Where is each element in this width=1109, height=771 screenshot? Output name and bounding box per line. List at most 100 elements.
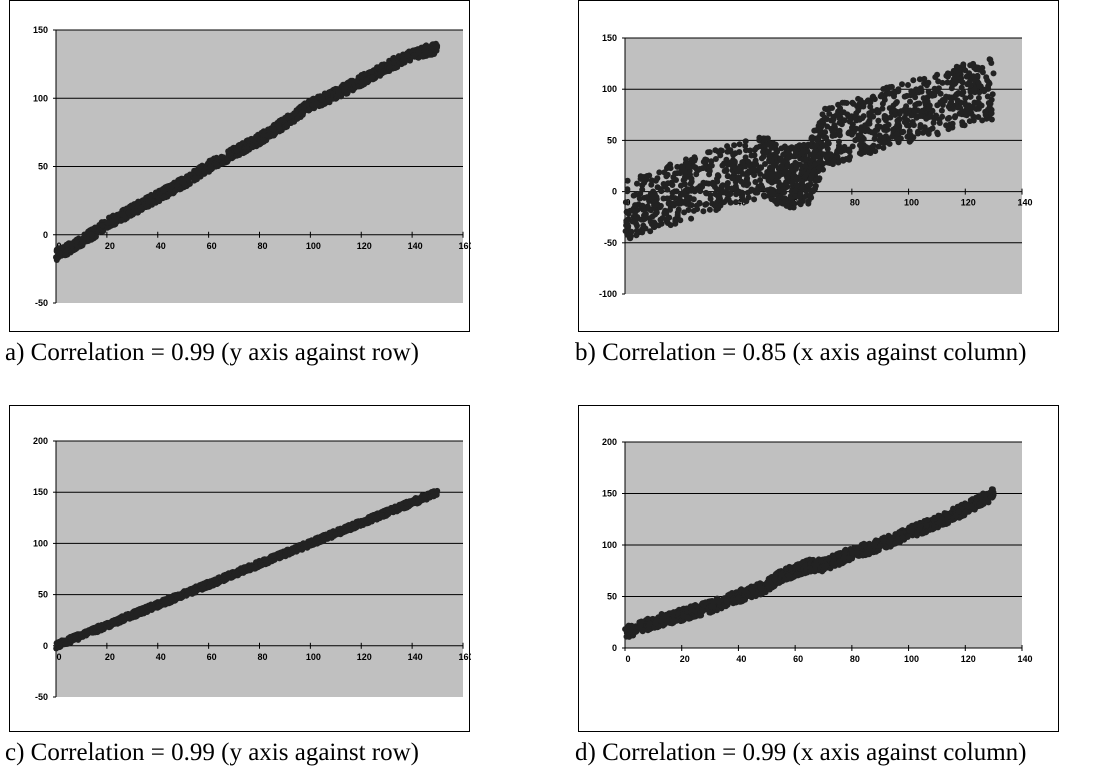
data-point: [213, 161, 220, 168]
data-point: [118, 217, 125, 224]
data-point: [667, 206, 673, 213]
data-point: [433, 44, 440, 51]
data-point: [191, 587, 198, 594]
data-point: [800, 141, 807, 148]
data-point: [318, 102, 325, 109]
x-tick-label: 140: [1017, 198, 1032, 208]
data-point: [72, 634, 79, 641]
y-tick-label: 100: [602, 540, 617, 550]
data-point: [764, 141, 770, 148]
y-tick-label: 0: [43, 641, 48, 651]
data-point: [715, 205, 722, 212]
data-point: [959, 79, 966, 86]
data-point: [362, 516, 369, 523]
data-point: [68, 247, 75, 254]
data-point: [973, 106, 980, 112]
data-point: [745, 194, 752, 201]
data-point: [821, 114, 828, 121]
scatter-points: [53, 487, 441, 652]
data-point: [816, 126, 823, 133]
data-point: [201, 167, 208, 174]
data-point: [708, 603, 715, 610]
data-point: [843, 100, 850, 106]
data-point: [650, 219, 657, 226]
data-point: [945, 126, 952, 133]
data-point: [875, 117, 882, 124]
data-point: [270, 126, 277, 133]
data-point: [404, 52, 411, 59]
data-point: [824, 138, 831, 145]
data-point: [670, 200, 677, 207]
data-point: [829, 132, 836, 139]
data-point: [887, 114, 894, 121]
data-point: [694, 185, 701, 192]
data-point: [910, 122, 917, 129]
data-point: [400, 56, 407, 63]
data-point: [693, 202, 700, 209]
data-point: [982, 111, 989, 118]
x-tick-label: 140: [408, 652, 423, 662]
data-point: [703, 157, 710, 163]
data-point: [707, 195, 714, 202]
data-point: [628, 228, 635, 235]
data-point: [233, 152, 240, 159]
data-point: [742, 163, 749, 170]
data-point: [984, 77, 991, 84]
data-point: [218, 153, 225, 160]
data-point: [659, 615, 666, 622]
data-point: [802, 156, 809, 162]
data-point: [947, 121, 954, 128]
data-point: [894, 118, 901, 125]
data-point: [911, 107, 918, 114]
data-point: [658, 220, 665, 227]
data-point: [810, 168, 817, 175]
data-point: [948, 94, 955, 101]
y-tick-label: -100: [599, 289, 617, 299]
data-point: [664, 618, 671, 625]
data-point: [939, 79, 946, 86]
data-point: [764, 580, 771, 587]
data-point: [409, 498, 416, 505]
data-point: [161, 193, 167, 200]
data-point: [373, 514, 380, 521]
data-point: [663, 210, 670, 217]
data-point: [689, 185, 696, 192]
data-point: [970, 73, 977, 80]
data-point: [104, 619, 111, 626]
data-point: [970, 117, 977, 124]
data-point: [739, 597, 746, 604]
data-point: [792, 159, 799, 166]
data-point: [754, 189, 761, 196]
data-point: [639, 229, 646, 236]
x-tick-label: 20: [680, 654, 690, 664]
data-point: [729, 175, 736, 182]
data-point: [866, 117, 873, 124]
data-point: [908, 137, 914, 144]
data-point: [795, 571, 802, 578]
scatter-chart-b: -100-50050100150020406080100120140: [599, 33, 1033, 299]
data-point: [988, 96, 995, 103]
data-point: [784, 162, 791, 169]
data-point: [275, 122, 282, 129]
data-point: [914, 87, 921, 94]
data-point: [258, 562, 265, 569]
data-point: [342, 527, 349, 534]
data-point: [632, 202, 639, 209]
data-point: [848, 115, 854, 122]
data-point: [368, 68, 375, 75]
data-point: [687, 180, 694, 187]
data-point: [248, 135, 255, 142]
data-point: [433, 491, 439, 498]
data-point: [241, 564, 248, 571]
data-point: [989, 91, 996, 98]
x-tick-label: 160: [458, 241, 471, 251]
x-tick-label: 40: [156, 652, 166, 662]
data-point: [187, 171, 193, 178]
data-point: [772, 141, 779, 148]
data-point: [975, 114, 982, 120]
data-point: [872, 132, 879, 139]
data-point: [142, 604, 149, 611]
data-point: [921, 75, 928, 82]
data-point: [671, 618, 677, 625]
data-point: [981, 88, 988, 95]
